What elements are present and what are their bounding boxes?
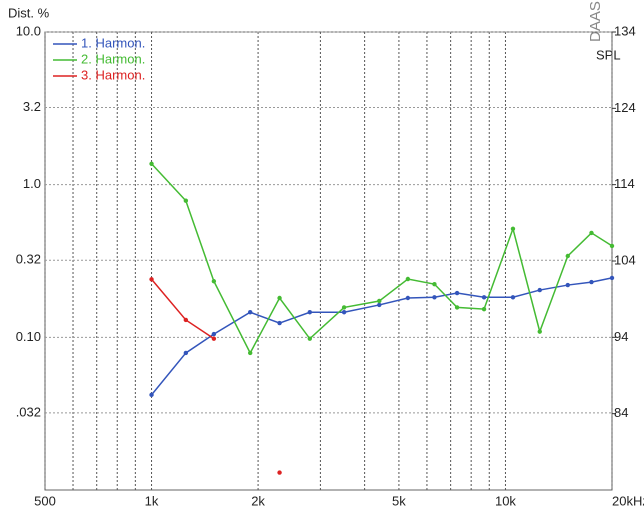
y-axis-label: Dist. % xyxy=(8,5,50,20)
x-tick-label: 1k xyxy=(145,493,159,508)
point-marker xyxy=(341,305,347,310)
point-marker xyxy=(537,329,542,334)
x-tick-label: 10k xyxy=(495,493,516,508)
legend-label: 2. Harmon. xyxy=(81,51,145,66)
point-marker xyxy=(211,331,217,337)
y2-tick-label: 114 xyxy=(614,176,635,191)
point-marker xyxy=(481,306,487,312)
y2-tick-label: 134 xyxy=(614,23,636,38)
point-marker xyxy=(183,350,189,356)
series-line xyxy=(150,163,613,355)
point-marker xyxy=(307,336,312,341)
point-marker xyxy=(510,295,516,300)
x-tick-label: 20kHz xyxy=(612,493,644,508)
point-marker xyxy=(211,336,217,341)
legend-label: 1. Harmon. xyxy=(81,35,145,50)
point-marker xyxy=(183,317,189,323)
point-marker xyxy=(510,226,516,231)
point-marker xyxy=(454,305,460,310)
brand: DAAS xyxy=(587,1,604,42)
point-marker xyxy=(149,161,154,166)
point-marker xyxy=(589,279,594,285)
series-line xyxy=(152,279,280,472)
plot-frame xyxy=(44,31,613,491)
y-tick-label: 1.0 xyxy=(23,176,41,191)
point-marker xyxy=(377,302,382,308)
y2-axis-label: SPL xyxy=(596,47,621,62)
point-marker xyxy=(247,310,253,315)
x-tick-label: 500 xyxy=(34,493,56,508)
point-marker xyxy=(454,290,460,296)
point-marker xyxy=(277,470,282,475)
y-tick-label: 10.0 xyxy=(16,23,41,38)
y-tick-label: 0.10 xyxy=(16,329,41,344)
y2-tick-label: 124 xyxy=(614,100,636,115)
point-marker xyxy=(609,243,615,249)
point-marker xyxy=(565,282,570,288)
x-tick-label: 2k xyxy=(251,493,265,508)
point-marker xyxy=(247,350,253,356)
y2-tick-label: 104 xyxy=(614,252,636,267)
point-marker xyxy=(277,295,282,301)
point-marker xyxy=(405,276,411,282)
y-tick-label: 0.32 xyxy=(16,252,41,267)
point-marker xyxy=(609,275,615,281)
point-marker xyxy=(377,298,382,304)
legend-label: 3. Harmon. xyxy=(81,67,145,82)
point-marker xyxy=(432,295,437,300)
point-marker xyxy=(481,295,487,300)
y2-tick-label: 84 xyxy=(614,405,628,420)
point-marker xyxy=(432,281,437,287)
y-tick-label: 3.2 xyxy=(23,99,41,114)
point-marker xyxy=(307,310,312,315)
point-marker xyxy=(405,295,411,301)
point-marker xyxy=(149,277,154,282)
point-marker xyxy=(183,198,189,203)
x-tick-label: 5k xyxy=(392,493,406,508)
point-marker xyxy=(341,310,347,315)
point-marker xyxy=(537,287,542,293)
point-marker xyxy=(149,392,154,398)
point-marker xyxy=(589,230,594,236)
point-marker xyxy=(211,279,217,284)
point-marker xyxy=(565,253,570,259)
point-marker xyxy=(277,320,282,326)
y2-tick-label: 94 xyxy=(614,329,628,344)
y-tick-label: .032 xyxy=(16,404,41,419)
